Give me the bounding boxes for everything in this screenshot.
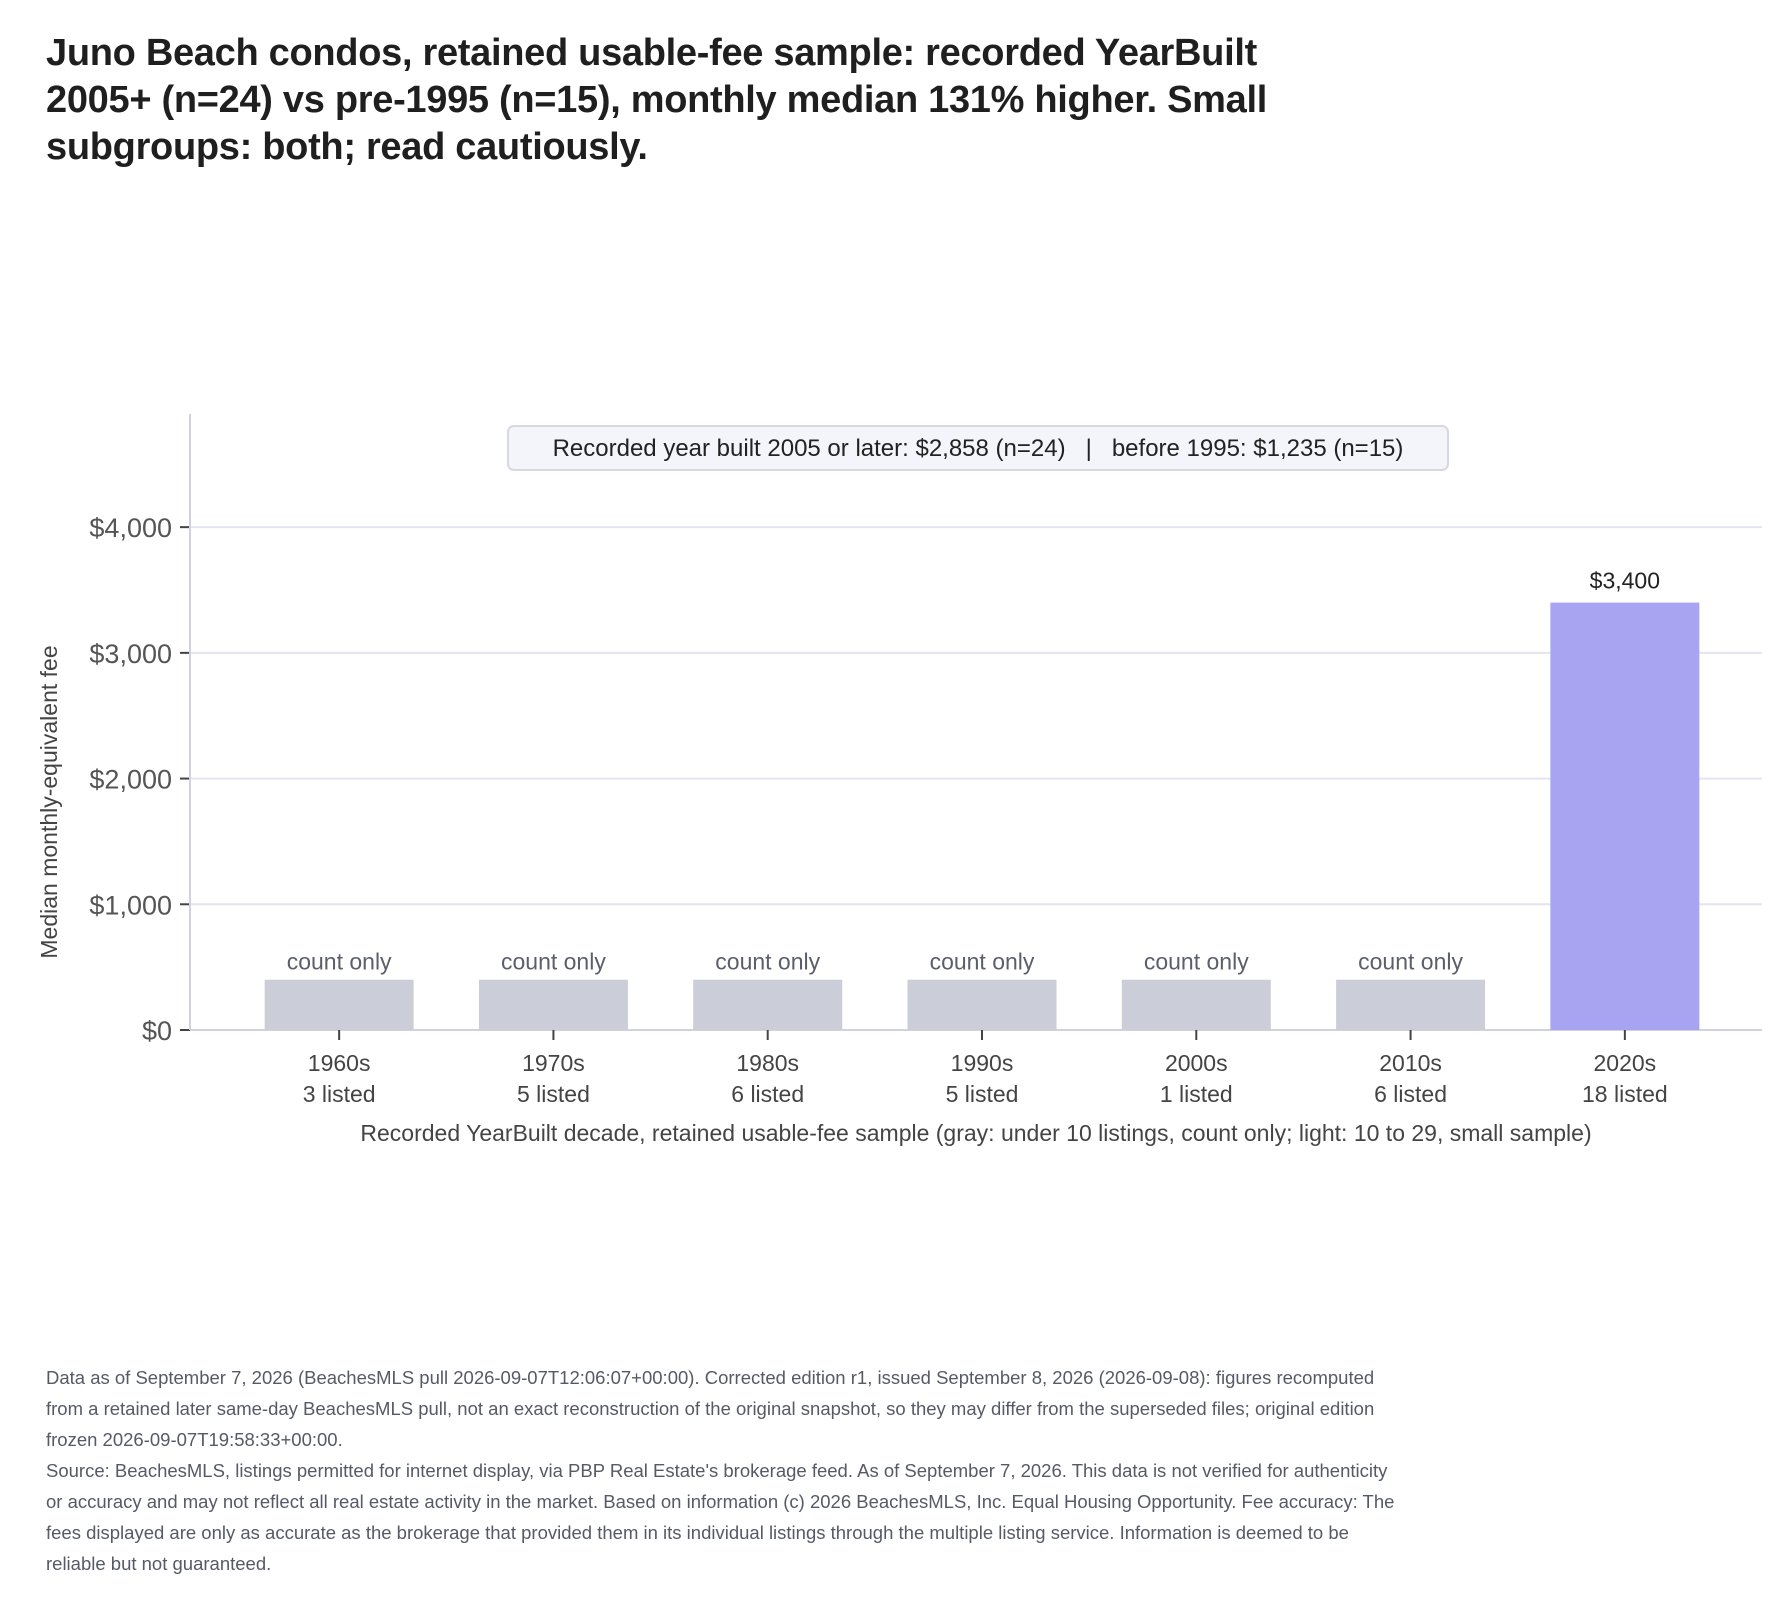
bar-2020s: [1550, 602, 1700, 1030]
y-tick-label: $2,000: [89, 765, 172, 795]
bar-data-label: count only: [930, 949, 1035, 975]
footer-notes: Data as of September 7, 2026 (BeachesMLS…: [46, 1362, 1406, 1579]
x-tick-count-label: 5 listed: [517, 1081, 590, 1107]
gridlines: [190, 526, 1762, 906]
source-note: Source: BeachesMLS, listings permitted f…: [46, 1460, 1395, 1574]
bar-data-label: count only: [287, 949, 392, 975]
x-tick-label: 1960s: [308, 1050, 371, 1076]
bar-2010s: [1336, 979, 1486, 1030]
bars: [264, 602, 1700, 1030]
axes: [180, 414, 1762, 1040]
bar-1980s: [693, 979, 843, 1030]
x-tick-label: 2000s: [1165, 1050, 1228, 1076]
x-tick-label: 1990s: [951, 1050, 1014, 1076]
x-tick-count-label: 18 listed: [1582, 1081, 1668, 1107]
bar-data-label: count only: [1358, 949, 1463, 975]
y-tick-label: $1,000: [89, 890, 172, 920]
bar-chart: $0 $1,000 $2,000 $3,000 $4,000 count only 1960…: [36, 414, 1762, 1146]
bar-data-label: count only: [501, 949, 606, 975]
bar-1970s: [478, 979, 628, 1030]
x-axis-title: Recorded YearBuilt decade, retained usab…: [360, 1120, 1591, 1146]
y-tick-label: $3,000: [89, 639, 172, 669]
x-tick-label: 2020s: [1594, 1050, 1657, 1076]
summary-text: Recorded year built 2005 or later: $2,85…: [553, 435, 1404, 462]
summary-box: Recorded year built 2005 or later: $2,85…: [507, 425, 1449, 471]
x-tick-count-label: 5 listed: [946, 1081, 1019, 1107]
x-tick-label: 1970s: [522, 1050, 585, 1076]
y-axis-title: Median monthly-equivalent fee: [36, 645, 62, 958]
chart-title: Juno Beach condos, retained usable-fee s…: [46, 32, 1268, 168]
bar-data-label: $3,400: [1590, 568, 1660, 594]
y-tick-label: $0: [142, 1016, 172, 1046]
x-tick-label: 1980s: [736, 1050, 799, 1076]
bar-2000s: [1121, 979, 1271, 1030]
x-tick-count-label: 1 listed: [1160, 1081, 1233, 1107]
x-tick-count-label: 3 listed: [303, 1081, 376, 1107]
bar-data-label: count only: [715, 949, 820, 975]
x-tick-count-label: 6 listed: [731, 1081, 804, 1107]
x-tick-count-label: 6 listed: [1374, 1081, 1447, 1107]
bar-1960s: [264, 979, 414, 1030]
labels: $0 $1,000 $2,000 $3,000 $4,000 count only 1960…: [89, 513, 1667, 1107]
x-tick-label: 2010s: [1379, 1050, 1442, 1076]
bar-data-label: count only: [1144, 949, 1249, 975]
y-tick-label: $4,000: [89, 513, 172, 543]
bar-1990s: [907, 979, 1057, 1030]
summary-box-frame: [507, 425, 1449, 471]
edition-note: Data as of September 7, 2026 (BeachesMLS…: [46, 1367, 1375, 1450]
